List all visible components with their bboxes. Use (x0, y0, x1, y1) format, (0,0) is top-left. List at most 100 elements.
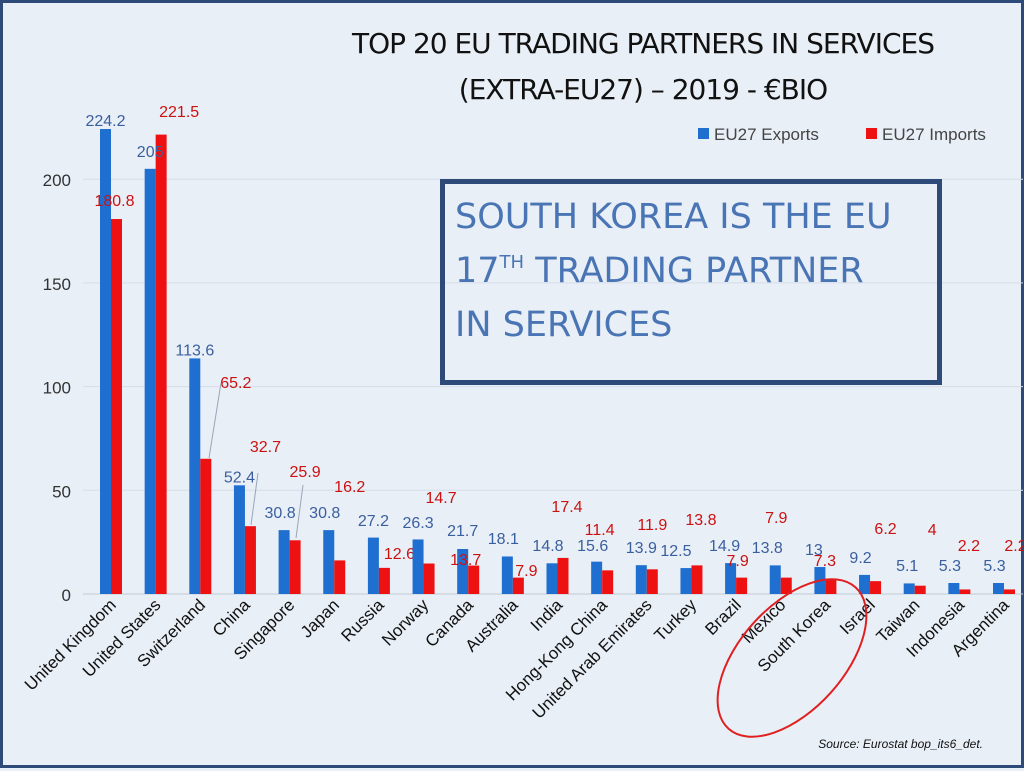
export-bar (501, 556, 513, 594)
import-data-label: 32.7 (250, 439, 281, 456)
callout-line1: SOUTH KOREA IS THE EU (455, 197, 892, 237)
export-data-label: 15.6 (577, 538, 608, 555)
export-data-label: 5.1 (896, 558, 918, 575)
export-bar (859, 574, 871, 594)
import-data-label: 12.6 (384, 546, 415, 563)
export-data-label: 224.2 (85, 113, 125, 130)
import-bar (334, 560, 346, 594)
export-data-label: 113.6 (175, 342, 214, 359)
import-data-label: 13.8 (685, 512, 716, 529)
import-data-label: 6.2 (874, 521, 896, 538)
source-note: Source: Eurostat bop_its6_det. (818, 737, 983, 751)
export-bar (100, 129, 111, 594)
export-data-label: 14.8 (532, 538, 563, 555)
import-data-label: 7.9 (726, 553, 748, 570)
export-bar (457, 548, 469, 594)
export-data-label: 13.9 (626, 540, 657, 557)
import-bar (870, 581, 882, 594)
import-bar (1004, 589, 1015, 594)
import-bar (736, 577, 748, 594)
callout-rank-number: 17 (455, 251, 500, 291)
export-bar (546, 563, 558, 594)
y-tick-label: 50 (52, 482, 71, 501)
export-data-label: 14.9 (709, 538, 740, 555)
export-bar (412, 539, 424, 594)
import-data-label: 65.2 (220, 375, 251, 392)
legend-imports-label: EU27 Imports (882, 125, 986, 144)
callout-line3: IN SERVICES (455, 305, 673, 345)
leader-line (295, 484, 304, 539)
export-data-label: 30.8 (309, 505, 340, 522)
callout-line2: 17TH TRADING PARTNER (455, 244, 937, 298)
category-label: India (527, 595, 567, 635)
export-bar (680, 568, 692, 594)
import-data-label: 25.9 (290, 464, 321, 481)
export-data-label: 13 (805, 542, 823, 559)
y-tick-label: 150 (43, 275, 71, 294)
import-bar (646, 569, 658, 594)
import-bar (244, 526, 256, 594)
export-bar (769, 565, 781, 594)
callout-rank-suffix: TH (499, 252, 525, 273)
legend-exports-swatch (698, 128, 709, 139)
import-data-label: 13.7 (450, 552, 481, 569)
import-bar (602, 570, 614, 594)
export-bar (323, 530, 335, 594)
callout-box: SOUTH KOREA IS THE EU 17TH TRADING PARTN… (440, 179, 942, 385)
import-bar (378, 567, 390, 594)
export-bar (903, 583, 915, 594)
import-data-label: 2.2 (1004, 538, 1024, 555)
import-data-label: 11.4 (585, 522, 615, 539)
export-bar (144, 168, 156, 594)
export-bar (189, 358, 201, 594)
import-bar (557, 557, 569, 594)
category-label: Japan (297, 595, 343, 641)
import-data-label: 14.7 (425, 490, 456, 507)
import-bar (200, 458, 212, 594)
import-data-label: 7.3 (814, 553, 836, 570)
y-tick-label: 100 (43, 379, 71, 398)
export-data-label: 5.3 (939, 558, 961, 575)
highlight-circle (716, 578, 868, 738)
export-data-label: 52.4 (224, 469, 255, 486)
export-data-label: 30.8 (265, 505, 296, 522)
export-data-label: 18.1 (488, 531, 519, 548)
export-data-label: 27.2 (358, 513, 389, 530)
import-data-label: 7.9 (515, 563, 537, 580)
import-data-label: 7.9 (765, 510, 787, 527)
export-bar (948, 583, 960, 594)
import-bar (155, 134, 167, 594)
import-data-label: 16.2 (334, 479, 365, 496)
legend-exports-label: EU27 Exports (714, 125, 819, 144)
leader-line (250, 472, 259, 526)
category-label: Turkey (651, 595, 701, 645)
export-bar (367, 537, 379, 594)
y-tick-label: 200 (43, 171, 71, 190)
import-data-label: 180.8 (94, 193, 134, 210)
import-bar (691, 565, 703, 594)
export-data-label: 26.3 (402, 515, 433, 532)
export-data-label: 12.5 (660, 543, 691, 560)
import-data-label: 11.9 (637, 517, 667, 534)
export-bar (993, 583, 1004, 594)
import-bar (825, 578, 837, 594)
leader-line (208, 382, 222, 459)
chart-title-line1: TOP 20 EU TRADING PARTNERS IN SERVICES (352, 27, 935, 60)
export-data-label: 205 (137, 144, 164, 161)
export-data-label: 21.7 (447, 523, 478, 540)
export-bar (278, 530, 290, 594)
import-bar (289, 540, 301, 594)
chart-title-line2: (EXTRA-EU27) – 2019 - €BIO (458, 73, 828, 106)
import-bar (468, 565, 480, 594)
export-bar (233, 485, 245, 594)
import-data-label: 2.2 (958, 538, 980, 555)
import-bar (959, 589, 971, 594)
import-bar (423, 563, 435, 594)
export-bar (591, 561, 603, 594)
import-bar (780, 577, 792, 594)
import-bar (111, 219, 122, 594)
import-data-label: 4 (928, 522, 937, 539)
y-tick-label: 0 (62, 586, 71, 605)
export-bar (725, 563, 737, 594)
